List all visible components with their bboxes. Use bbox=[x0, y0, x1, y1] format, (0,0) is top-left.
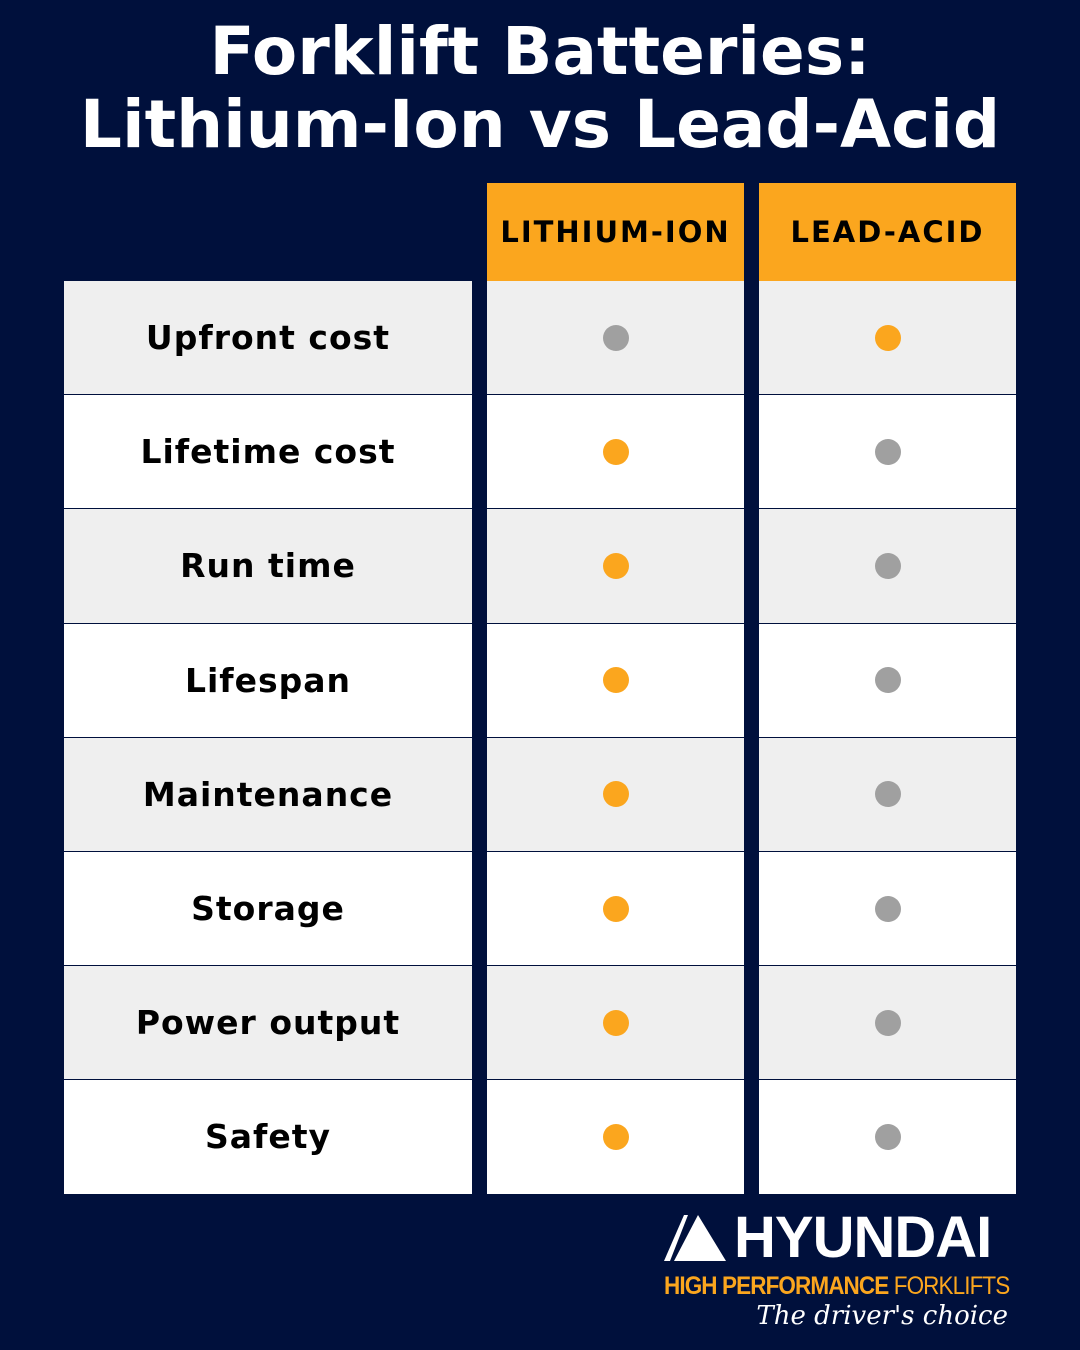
rating-cell-lead-acid bbox=[759, 737, 1016, 851]
rating-cell-lithium-ion bbox=[487, 852, 744, 966]
better-dot-icon bbox=[602, 895, 629, 922]
better-dot-icon bbox=[602, 667, 629, 694]
row-label-cell: Maintenance bbox=[64, 737, 472, 851]
rating-cell-lithium-ion bbox=[487, 1080, 744, 1194]
row-label-cell: Storage bbox=[64, 852, 472, 966]
row-label: Maintenance bbox=[142, 774, 394, 814]
worse-dot-icon bbox=[874, 667, 901, 694]
worse-dot-icon bbox=[602, 324, 629, 351]
rating-cell-lithium-ion bbox=[487, 395, 744, 509]
row-label-cell: Safety bbox=[64, 1080, 472, 1194]
title-line-1: Forklift Batteries: bbox=[209, 13, 871, 90]
better-dot-icon bbox=[874, 324, 901, 351]
worse-dot-icon bbox=[874, 438, 901, 465]
rating-cell-lithium-ion bbox=[487, 737, 744, 851]
row-label: Run time bbox=[180, 546, 356, 586]
column-header-lead-acid: LEAD-ACID bbox=[759, 183, 1016, 281]
better-dot-icon bbox=[602, 1009, 629, 1036]
tagline-thin: FORKLIFTS bbox=[893, 1272, 1011, 1300]
row-label: Upfront cost bbox=[145, 318, 391, 358]
rating-cell-lithium-ion bbox=[487, 281, 744, 395]
rating-cell-lead-acid bbox=[759, 852, 1016, 966]
row-label: Power output bbox=[135, 1003, 401, 1043]
column-header-lithium-ion: LITHIUM-ION bbox=[487, 183, 744, 281]
better-dot-icon bbox=[602, 438, 629, 465]
row-label-cell: Power output bbox=[64, 966, 472, 1080]
row-label: Lifespan bbox=[184, 660, 352, 700]
worse-dot-icon bbox=[874, 1123, 901, 1150]
rating-cell-lead-acid bbox=[759, 281, 1016, 395]
hyundai-logo: HYUNDAI HIGH PERFORMANCE FORKLIFTS The d… bbox=[664, 1205, 1014, 1331]
better-dot-icon bbox=[602, 1123, 629, 1150]
row-label-cell: Run time bbox=[64, 509, 472, 623]
slogan: The driver's choice bbox=[756, 1301, 1008, 1331]
row-label-cell: Lifespan bbox=[64, 623, 472, 737]
tagline-bold: HIGH PERFORMANCE bbox=[664, 1272, 889, 1300]
rating-cell-lithium-ion bbox=[487, 623, 744, 737]
worse-dot-icon bbox=[874, 552, 901, 579]
better-dot-icon bbox=[602, 552, 629, 579]
row-label-cell: Lifetime cost bbox=[64, 395, 472, 509]
hyundai-triangle-icon bbox=[664, 1215, 726, 1261]
rating-cell-lithium-ion bbox=[487, 509, 744, 623]
rating-cell-lead-acid bbox=[759, 623, 1016, 737]
brand-name: HYUNDAI bbox=[734, 1205, 992, 1270]
worse-dot-icon bbox=[874, 781, 901, 808]
row-label-cell: Upfront cost bbox=[64, 281, 472, 395]
better-dot-icon bbox=[602, 781, 629, 808]
worse-dot-icon bbox=[874, 1009, 901, 1036]
rating-cell-lead-acid bbox=[759, 509, 1016, 623]
title-line-2: Lithium-Ion vs Lead-Acid bbox=[79, 86, 1001, 163]
rating-cell-lead-acid bbox=[759, 1080, 1016, 1194]
row-label: Lifetime cost bbox=[140, 432, 396, 472]
rating-cell-lead-acid bbox=[759, 966, 1016, 1080]
worse-dot-icon bbox=[874, 895, 901, 922]
row-label: Storage bbox=[191, 889, 345, 929]
rating-cell-lead-acid bbox=[759, 395, 1016, 509]
rating-cell-lithium-ion bbox=[487, 966, 744, 1080]
row-label: Safety bbox=[204, 1117, 332, 1157]
